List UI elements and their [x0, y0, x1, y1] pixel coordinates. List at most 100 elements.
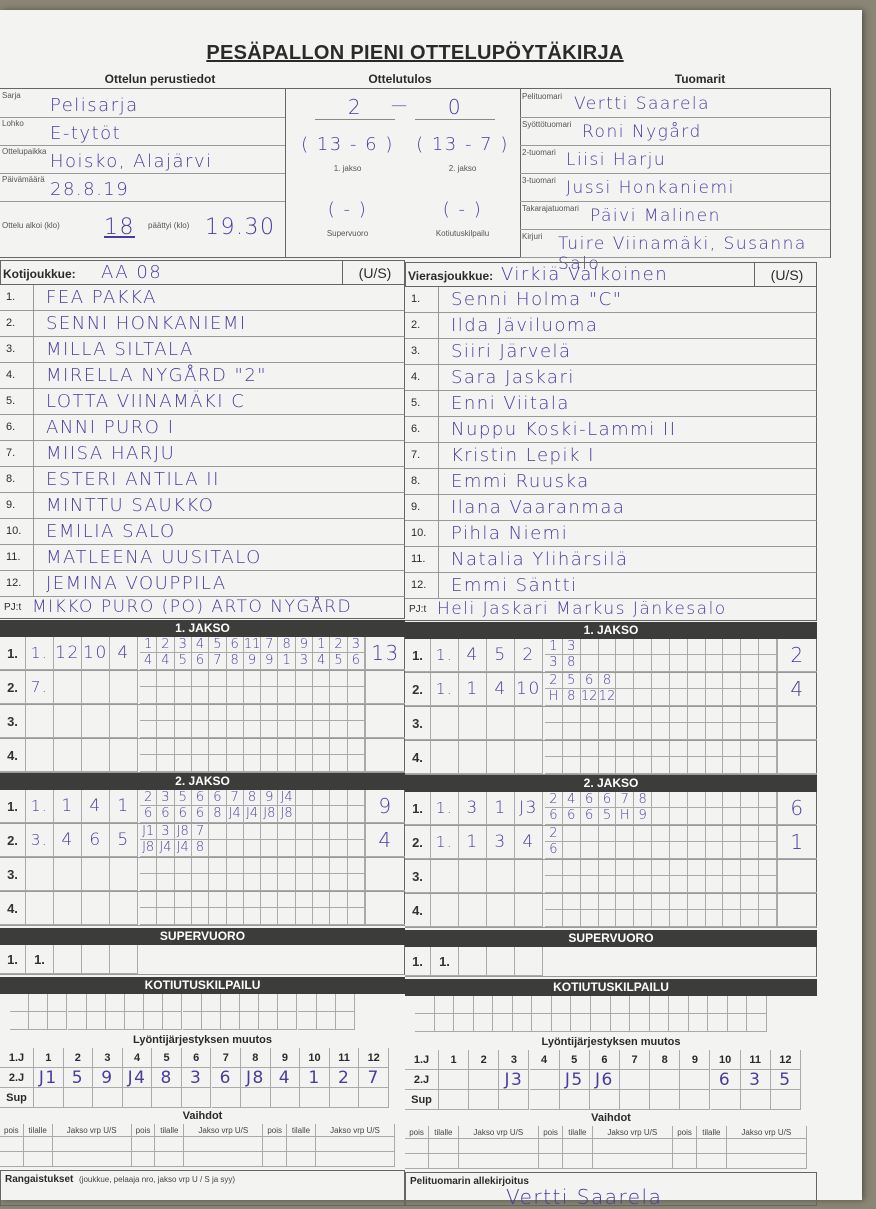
run-cell[interactable]: [634, 723, 653, 740]
run-cell[interactable]: [741, 876, 760, 893]
batting-order-cell[interactable]: 6: [211, 1068, 242, 1088]
home-run-cell[interactable]: [434, 996, 455, 1014]
run-cell[interactable]: [157, 892, 175, 908]
substitution-cell[interactable]: [697, 1154, 727, 1169]
inning-total[interactable]: 4: [777, 673, 817, 706]
run-cell[interactable]: [669, 842, 688, 859]
run-cell[interactable]: [243, 705, 262, 721]
run-cell[interactable]: [652, 842, 670, 859]
run-cell[interactable]: [723, 707, 742, 723]
player-name[interactable]: EMILIA SALO: [46, 521, 176, 542]
run-cell[interactable]: 9: [634, 808, 653, 825]
run-cell[interactable]: [261, 908, 279, 925]
run-cell[interactable]: [278, 874, 296, 891]
inning-cell[interactable]: 12: [54, 637, 82, 670]
substitution-cell[interactable]: [592, 1139, 673, 1154]
run-cell[interactable]: [741, 707, 760, 723]
period-score[interactable]: ( - ): [327, 199, 368, 220]
home-run-cell[interactable]: [630, 996, 650, 1014]
run-cell[interactable]: [598, 826, 617, 842]
coaches-names[interactable]: Heli Jaskari Markus Jänkesalo: [437, 599, 727, 619]
run-cell[interactable]: [669, 910, 688, 927]
run-cell[interactable]: [634, 894, 653, 910]
run-cell[interactable]: [741, 757, 760, 774]
run-cell[interactable]: [313, 687, 331, 704]
batting-order-cell[interactable]: 1: [300, 1068, 330, 1088]
inning-total[interactable]: [365, 671, 405, 704]
run-cell[interactable]: [278, 705, 296, 721]
inning-cell[interactable]: J3: [515, 792, 543, 825]
inning-cell[interactable]: 7.: [26, 671, 54, 704]
substitution-cell[interactable]: [726, 1154, 807, 1169]
run-cell[interactable]: [347, 671, 365, 687]
substitution-cell[interactable]: [592, 1154, 673, 1169]
run-cell[interactable]: [209, 721, 227, 738]
run-cell[interactable]: [759, 860, 777, 876]
inning-cell[interactable]: 4: [82, 790, 110, 823]
supervuoro-cell[interactable]: [487, 947, 515, 976]
batting-order-cell[interactable]: [710, 1090, 741, 1110]
batting-order-cell[interactable]: 7: [359, 1068, 389, 1088]
batting-order-cell[interactable]: [34, 1088, 64, 1108]
inning-total[interactable]: [365, 892, 405, 925]
run-cell[interactable]: [174, 671, 192, 687]
home-run-cell[interactable]: [182, 994, 202, 1012]
player-name[interactable]: MILLA SILTALA: [46, 339, 194, 360]
run-cell[interactable]: J8: [278, 806, 296, 823]
run-cell[interactable]: [243, 840, 262, 857]
home-run-cell[interactable]: [240, 1012, 260, 1030]
run-cell[interactable]: [616, 673, 635, 689]
run-cell[interactable]: [295, 908, 314, 925]
batting-order-cell[interactable]: 3: [740, 1070, 771, 1090]
inning-cell[interactable]: 5: [487, 639, 515, 672]
home-run-cell[interactable]: [297, 994, 317, 1012]
run-cell[interactable]: [330, 739, 348, 755]
batting-order-cell[interactable]: 9: [93, 1068, 123, 1088]
run-cell[interactable]: [313, 739, 331, 755]
run-cell[interactable]: [652, 741, 670, 757]
run-cell[interactable]: [759, 707, 777, 723]
home-run-cell[interactable]: [48, 994, 68, 1012]
run-cell[interactable]: [741, 723, 760, 740]
run-cell[interactable]: [687, 910, 706, 927]
run-cell[interactable]: [295, 721, 314, 738]
inning-total[interactable]: [777, 741, 817, 774]
run-cell[interactable]: [616, 757, 635, 774]
substitution-cell[interactable]: [131, 1137, 156, 1152]
run-cell[interactable]: [330, 671, 348, 687]
run-cell[interactable]: [191, 755, 210, 772]
run-cell[interactable]: [278, 840, 296, 857]
run-cell[interactable]: [174, 739, 192, 755]
run-cell[interactable]: [545, 860, 563, 876]
run-cell[interactable]: [347, 755, 365, 772]
run-cell[interactable]: [313, 721, 331, 738]
run-cell[interactable]: [313, 755, 331, 772]
player-name[interactable]: ESTERI ANTILA II: [46, 469, 220, 490]
run-cell[interactable]: [741, 655, 760, 672]
home-run-cell[interactable]: [708, 996, 728, 1014]
home-run-cell[interactable]: [201, 994, 221, 1012]
home-run-cell[interactable]: [316, 1012, 336, 1030]
run-cell[interactable]: [278, 721, 296, 738]
run-cell[interactable]: 8: [209, 806, 227, 823]
run-cell[interactable]: 5: [209, 637, 227, 653]
run-cell[interactable]: [157, 874, 175, 891]
player-name[interactable]: Ilda Jäviluoma: [451, 315, 599, 336]
inning-cell[interactable]: [54, 671, 82, 704]
home-run-cell[interactable]: [220, 1012, 240, 1030]
run-cell[interactable]: [616, 860, 635, 876]
run-cell[interactable]: [723, 860, 742, 876]
home-run-cell[interactable]: [532, 1014, 552, 1032]
inning-cell[interactable]: [110, 892, 138, 925]
run-cell[interactable]: [759, 826, 777, 842]
run-cell[interactable]: [226, 908, 244, 925]
run-cell[interactable]: [723, 894, 742, 910]
run-cell[interactable]: 6: [598, 792, 617, 808]
home-run-cell[interactable]: [86, 1012, 106, 1030]
run-cell[interactable]: [616, 876, 635, 893]
player-name[interactable]: MINTTU SAUKKO: [46, 495, 215, 516]
run-cell[interactable]: [562, 860, 581, 876]
inning-cell[interactable]: [82, 705, 110, 738]
run-cell[interactable]: [295, 806, 314, 823]
run-cell[interactable]: [157, 687, 175, 704]
